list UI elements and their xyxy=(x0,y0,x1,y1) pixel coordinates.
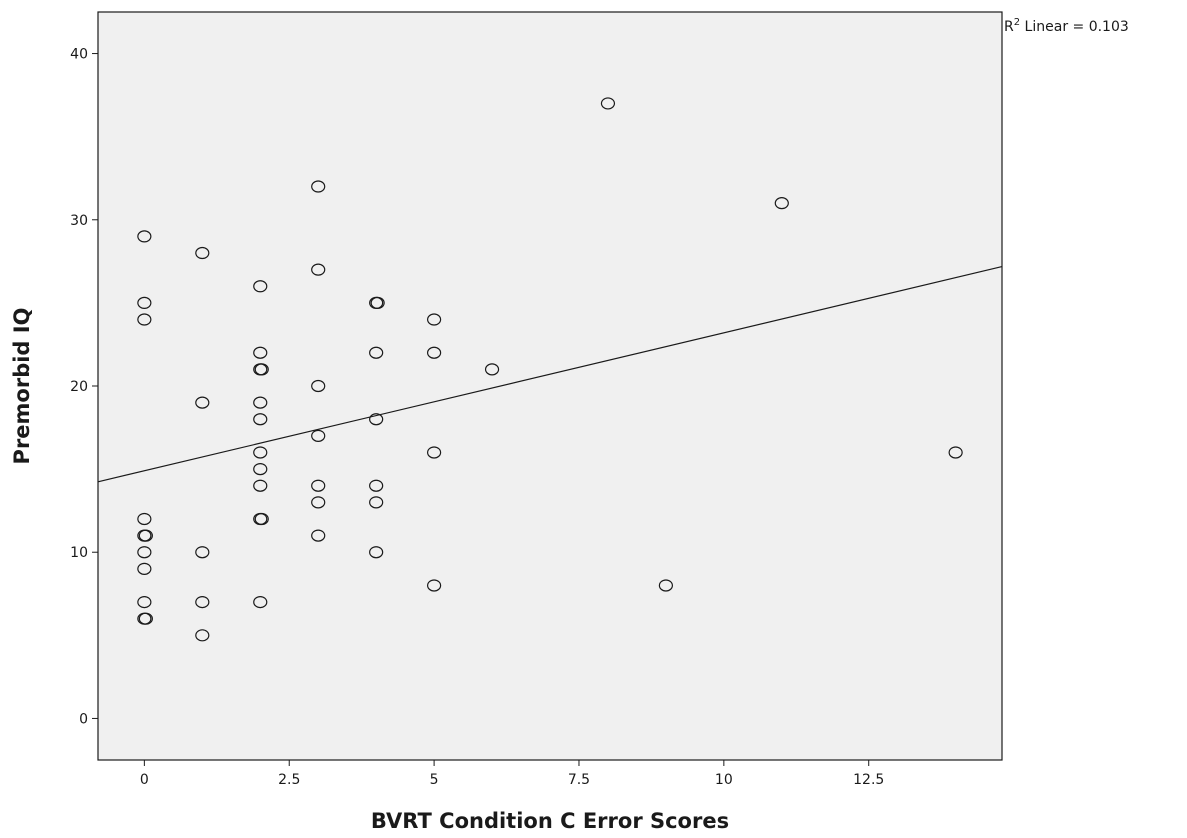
data-point xyxy=(254,363,269,376)
data-point xyxy=(948,446,963,459)
data-point xyxy=(137,296,152,309)
y-axis-title: Premorbid IQ xyxy=(10,308,34,465)
data-point xyxy=(253,413,268,426)
data-point xyxy=(138,612,153,625)
data-point xyxy=(369,346,384,359)
x-axis-ticks: 0 2.5 5 7.5 10 12.5 xyxy=(140,760,884,788)
data-point xyxy=(253,346,268,359)
data-point xyxy=(311,180,326,193)
data-point xyxy=(254,512,269,526)
r2-superscript: 2 xyxy=(1014,17,1020,28)
x-axis-title: BVRT Condition C Error Scores xyxy=(371,809,729,833)
data-points xyxy=(137,97,963,642)
data-point xyxy=(600,97,616,110)
r2-prefix: R xyxy=(1004,19,1014,35)
y-tick-label: 10 xyxy=(70,545,88,561)
y-tick-label: 30 xyxy=(70,213,88,229)
linear-fit-line xyxy=(97,266,1003,483)
data-point xyxy=(137,595,152,609)
x-tick-label: 2.5 xyxy=(278,772,300,788)
data-point xyxy=(138,529,153,542)
data-point xyxy=(311,529,326,542)
data-point xyxy=(253,463,268,476)
data-point xyxy=(137,562,152,575)
data-point xyxy=(253,396,268,409)
data-point xyxy=(195,396,210,409)
data-point xyxy=(427,446,442,459)
data-point xyxy=(369,479,384,492)
data-point xyxy=(137,512,152,526)
data-point xyxy=(253,595,268,609)
r2-annotation: R2 Linear = 0.103 xyxy=(1004,17,1129,35)
plot-area xyxy=(97,11,1003,761)
data-point xyxy=(311,479,326,492)
data-point xyxy=(311,379,326,393)
y-tick-label: 20 xyxy=(70,379,88,395)
data-point xyxy=(369,413,384,426)
data-point xyxy=(311,263,326,276)
data-point xyxy=(370,296,385,309)
data-point xyxy=(137,230,152,243)
data-point xyxy=(311,429,326,442)
data-point xyxy=(195,246,210,260)
y-tick-label: 40 xyxy=(70,47,88,63)
data-point xyxy=(427,313,442,326)
data-point xyxy=(369,546,384,559)
data-point xyxy=(137,313,152,326)
data-point xyxy=(311,496,326,509)
data-point xyxy=(253,479,268,492)
r2-value: Linear = 0.103 xyxy=(1020,19,1129,35)
data-point xyxy=(195,546,210,559)
data-point xyxy=(427,346,442,359)
x-tick-label: 12.5 xyxy=(853,772,884,788)
x-tick-label: 7.5 xyxy=(568,772,590,788)
data-point xyxy=(253,280,268,293)
data-point xyxy=(658,579,673,592)
data-point xyxy=(253,446,268,459)
y-tick-label: 0 xyxy=(79,711,88,727)
data-point xyxy=(137,546,152,559)
x-tick-label: 10 xyxy=(715,772,733,788)
data-point xyxy=(774,197,789,210)
data-point xyxy=(195,629,210,642)
x-tick-label: 5 xyxy=(430,772,439,788)
data-point xyxy=(369,496,384,509)
data-point xyxy=(195,595,210,609)
y-axis-ticks: 0 10 20 30 40 xyxy=(70,47,98,727)
data-point xyxy=(484,363,500,376)
x-tick-label: 0 xyxy=(140,772,149,788)
data-point xyxy=(427,579,442,592)
